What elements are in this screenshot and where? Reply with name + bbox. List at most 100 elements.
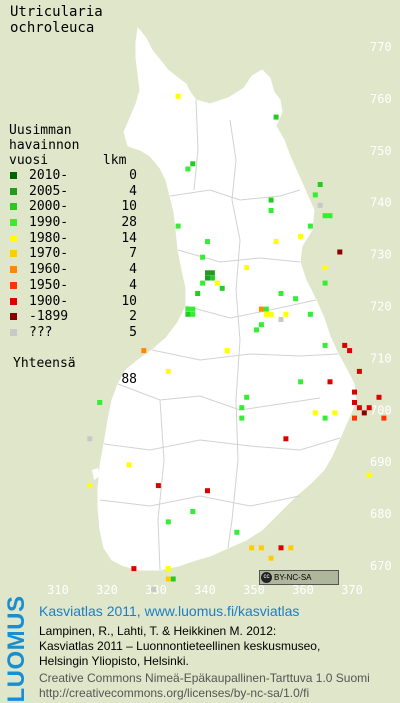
observation-square [298, 233, 304, 239]
observation-square [258, 545, 264, 551]
legend-count: 7 [129, 246, 137, 262]
legend-count: 4 [129, 183, 137, 199]
observation-square [155, 483, 161, 489]
observation-square [200, 254, 206, 260]
legend-rows: 2010- 0 2005- 4 2000- 10 1990- 28 1980- 14 1970- 7 1… [9, 168, 137, 341]
observation-square [185, 311, 191, 317]
observation-square [224, 348, 230, 354]
species-title: Utricularia ochroleuca [10, 4, 103, 36]
legend-swatch [10, 328, 17, 336]
legend-period-label: 1900- [29, 293, 69, 309]
legend-period-label: 1970- [29, 246, 69, 262]
observation-square [200, 280, 206, 286]
observation-square [165, 519, 171, 525]
observation-square [322, 342, 328, 348]
x-tick-label: 370 [341, 583, 363, 596]
legend-period-label: 1950- [29, 277, 69, 293]
observation-square [205, 488, 210, 494]
observation-square [332, 410, 338, 416]
observation-square [131, 566, 137, 572]
observation-square [376, 394, 382, 400]
license-url[interactable]: http://creativecommons.org/licenses/by-n… [39, 686, 310, 700]
observation-square [190, 311, 196, 317]
legend-count: 28 [121, 215, 137, 231]
y-tick-label: 750 [370, 144, 392, 158]
legend-row: 1950- 4 [9, 277, 137, 294]
observation-square [263, 306, 269, 312]
x-tick-label: 340 [194, 583, 216, 596]
legend-total-count: 88 [121, 371, 137, 387]
citation-line-1: Lampinen, R., Lahti, T. & Heikkinen M. 2… [39, 624, 277, 638]
observation-square [151, 586, 157, 592]
observation-square [273, 239, 279, 245]
observation-square [347, 348, 353, 354]
y-tick-label: 720 [370, 300, 392, 314]
observation-square [254, 327, 259, 333]
observation-square [366, 405, 372, 411]
legend-count: 14 [121, 230, 137, 246]
citation-line-3: Helsingin Yliopisto, Helsinki. [39, 654, 189, 668]
observation-square [185, 306, 191, 312]
observation-square [278, 317, 284, 322]
legend-count: 4 [129, 262, 137, 278]
observation-square [273, 114, 279, 120]
observation-square [190, 509, 196, 514]
legend: Uusimman havainnon vuosi lkm 2010- 0 2005-… [9, 123, 137, 387]
observation-square [352, 389, 357, 395]
observation-square [283, 436, 289, 442]
x-axis-ticks: 310320330340350360370 [47, 583, 363, 596]
observation-square [190, 306, 196, 312]
legend-swatch [10, 281, 17, 289]
y-tick-label: 670 [370, 559, 392, 573]
y-tick-label: 700 [370, 403, 392, 417]
observation-square [381, 415, 387, 421]
observation-square [322, 280, 328, 286]
observation-square [322, 415, 328, 421]
legend-row: 2005- 4 [9, 184, 137, 200]
region-borders [99, 99, 341, 571]
observation-square [307, 223, 313, 229]
observation-square [268, 197, 274, 203]
observation-square [258, 306, 264, 312]
y-tick-label: 760 [370, 92, 392, 106]
observation-square [239, 405, 245, 411]
legend-total-label: Yhteensä [13, 356, 76, 372]
legend-row: 1970- 7 [9, 246, 137, 262]
legend-swatch [10, 172, 17, 179]
observation-square [312, 410, 318, 416]
observation-square [258, 322, 264, 328]
observation-squares [87, 93, 387, 592]
legend-row: 2000- 10 [9, 199, 137, 215]
observation-square [327, 379, 333, 385]
legend-swatch [10, 297, 17, 305]
legend-row: 1960- 4 [9, 262, 137, 278]
x-tick-label: 350 [243, 583, 265, 596]
observation-square [278, 545, 284, 551]
legend-count: 0 [129, 168, 137, 183]
observation-square [356, 405, 362, 411]
observation-square [205, 275, 210, 281]
legend-period-label: 2000- [29, 199, 69, 215]
observation-square [141, 348, 147, 354]
observation-square [234, 529, 240, 535]
observation-square [268, 208, 274, 213]
legend-count: 10 [121, 293, 137, 309]
observation-square [288, 545, 294, 551]
legend-swatch [10, 234, 17, 242]
y-tick-label: 710 [370, 351, 392, 365]
observation-square [352, 400, 357, 405]
observation-square [87, 483, 93, 489]
cc-license-badge[interactable]: cc BY-NC-SA [259, 570, 339, 585]
observation-square [293, 296, 299, 302]
atlas-title-link[interactable]: Kasviatlas 2011, www.luomus.fi/kasviatla… [39, 603, 300, 619]
observation-square [219, 285, 225, 291]
observation-square [366, 472, 372, 478]
observation-square [165, 566, 171, 572]
observation-square [205, 239, 210, 245]
observation-square [268, 311, 274, 317]
observation-square [170, 576, 176, 582]
legend-count: 2 [129, 309, 137, 325]
observation-square [175, 93, 181, 99]
observation-square [87, 436, 93, 442]
